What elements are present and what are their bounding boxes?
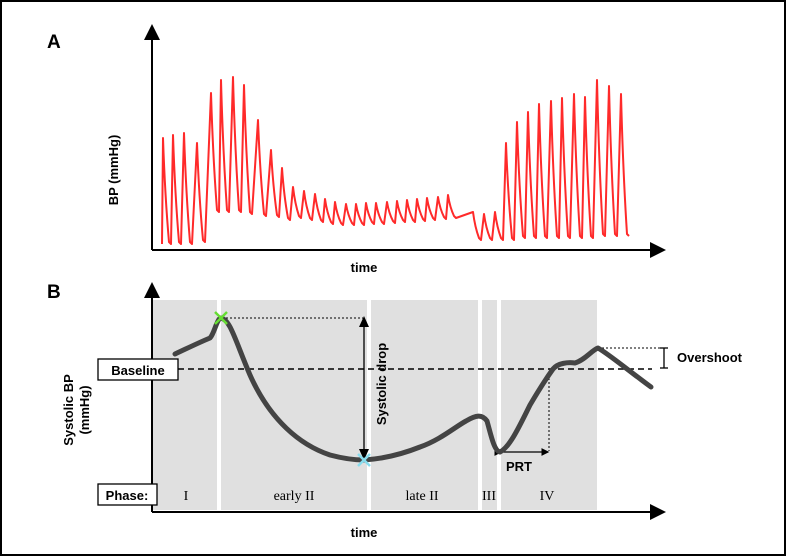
phase-label-box	[97, 483, 158, 506]
baseline-label: Baseline	[111, 363, 164, 378]
phase-label: Phase:	[106, 488, 149, 503]
phase-iii-region	[482, 300, 497, 510]
phase-iv-label: IV	[540, 489, 555, 504]
systolic-drop-arrow-bottom	[359, 449, 369, 460]
phase-late-ii-label: late II	[405, 489, 438, 504]
phase-iii-label: III	[482, 489, 496, 504]
phase-late-ii-region	[371, 300, 478, 510]
phase-i-label: I	[184, 489, 189, 504]
phase-early-ii-label: early II	[274, 489, 315, 504]
panel-a-label: A	[47, 32, 61, 53]
bp-waveform-trace	[161, 76, 630, 245]
panel-b-y-axis-label-line1: Systolic BP	[61, 374, 76, 446]
overshoot-label: Overshoot	[677, 350, 743, 365]
systolic-bp-trace	[172, 315, 654, 463]
panel-b-x-axis-label: time	[351, 525, 378, 540]
systolic-drop-arrow-top	[359, 316, 369, 327]
phase-i-region	[153, 300, 217, 510]
peak-marker-icon	[214, 311, 228, 325]
phase-iv-region	[501, 300, 597, 510]
systolic-drop-label: Systolic drop	[374, 343, 389, 425]
panel-b-label: B	[47, 282, 61, 303]
panel-a-y-axis-label: BP (mmHg)	[106, 135, 121, 206]
panel-b-y-axis-label-line2: (mmHg)	[77, 385, 92, 434]
baseline-label-box	[97, 358, 179, 381]
trough-marker-icon	[357, 453, 371, 467]
prt-label: PRT	[506, 459, 532, 474]
phase-early-ii-region	[221, 300, 367, 510]
panel-a-x-axis-label: time	[351, 260, 378, 275]
